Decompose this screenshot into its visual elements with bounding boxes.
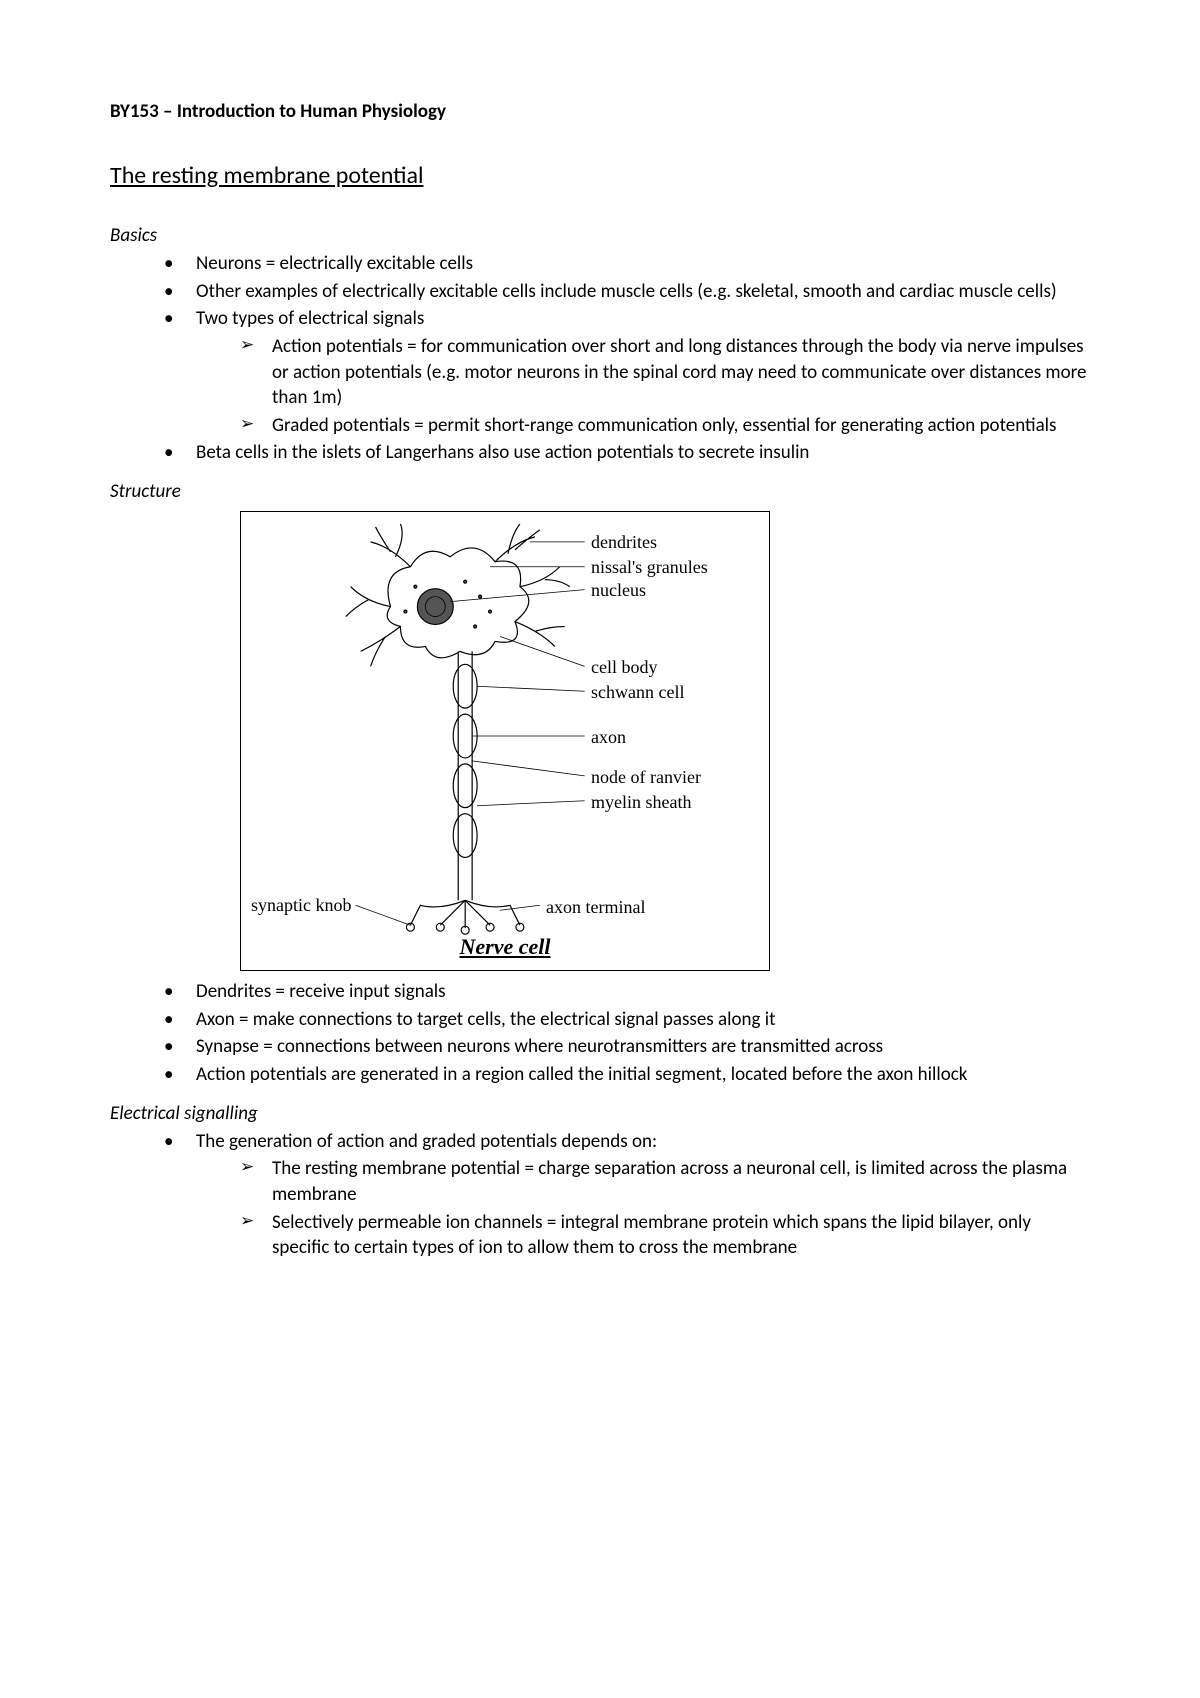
list-item: Selectively permeable ion channels = int… [240,1210,1090,1261]
list-item: Action potentials are generated in a reg… [164,1062,1090,1088]
basics-sublist: Action potentials = for communication ov… [196,334,1090,439]
list-item: Dendrites = receive input signals [164,979,1090,1005]
electrical-list: The generation of action and graded pote… [110,1129,1090,1261]
list-item: Two types of electrical signals Action p… [164,306,1090,438]
neuron-diagram: dendrites nissal's granules nucleus cell… [240,511,1090,971]
list-item: Graded potentials = permit short-range c… [240,413,1090,439]
section-heading-basics: Basics [110,224,1090,247]
course-header: BY153 – Introduction to Human Physiology [110,100,1090,123]
label-node: node of ranvier [591,767,701,788]
label-synknob: synaptic knob [251,895,352,916]
label-myelin: myelin sheath [591,792,691,813]
basics-list: Neurons = electrically excitable cells O… [110,251,1090,466]
label-nissals: nissal's granules [591,557,708,578]
list-item: The generation of action and graded pote… [164,1129,1090,1261]
label-cellbody: cell body [591,657,657,678]
diagram-title: Nerve cell [460,934,551,960]
list-item: Other examples of electrically excitable… [164,279,1090,305]
list-item: The resting membrane potential = charge … [240,1156,1090,1207]
list-item: Axon = make connections to target cells,… [164,1007,1090,1033]
label-nucleus: nucleus [591,580,646,601]
label-schwann: schwann cell [591,682,684,703]
list-item: Beta cells in the islets of Langerhans a… [164,440,1090,466]
label-axonterm: axon terminal [546,897,645,918]
page-title: The resting membrane potential [110,161,1090,190]
list-item: Synapse = connections between neurons wh… [164,1034,1090,1060]
diagram-box: dendrites nissal's granules nucleus cell… [240,511,770,971]
section-heading-structure: Structure [110,480,1090,503]
list-item: Neurons = electrically excitable cells [164,251,1090,277]
electrical-sublist: The resting membrane potential = charge … [196,1156,1090,1261]
label-dendrites: dendrites [591,532,657,553]
list-item-text: Two types of electrical signals [196,307,424,330]
structure-list: Dendrites = receive input signals Axon =… [110,979,1090,1088]
section-heading-electrical: Electrical signalling [110,1102,1090,1125]
list-item: Action potentials = for communication ov… [240,334,1090,411]
list-item-text: The generation of action and graded pote… [196,1130,657,1153]
label-axon: axon [591,727,626,748]
